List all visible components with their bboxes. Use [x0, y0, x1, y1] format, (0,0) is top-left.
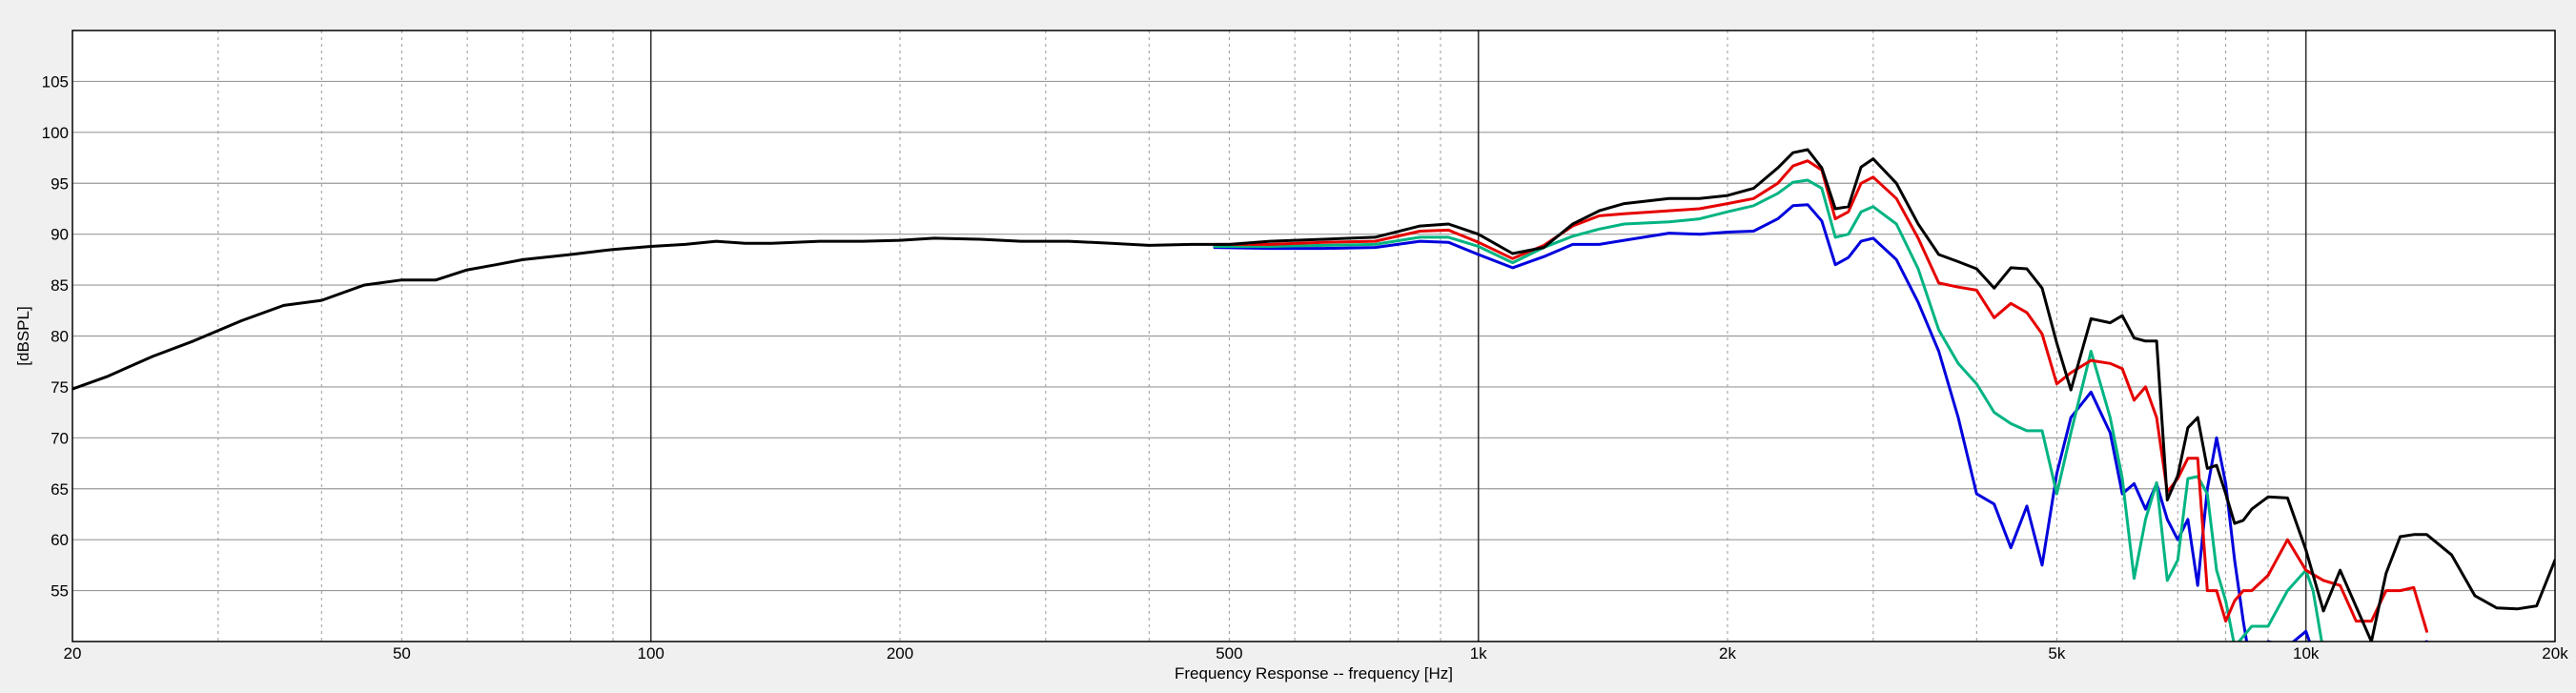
x-tick-label: 20k — [2542, 644, 2568, 662]
y-tick-label: 105 — [42, 72, 69, 91]
grid — [72, 31, 2555, 642]
series-line-0 — [1213, 203, 2429, 642]
x-tick-label: 50 — [393, 644, 411, 662]
y-tick-label: 95 — [51, 174, 69, 193]
x-tick-label: 200 — [887, 644, 913, 662]
plot-lines — [72, 148, 2555, 642]
series-line-2 — [1213, 159, 2428, 633]
y-tick-label: 100 — [42, 124, 69, 142]
x-tick-label: 500 — [1216, 644, 1242, 662]
x-tick-label: 10k — [2293, 644, 2320, 662]
x-tick-label: 2k — [1719, 644, 1736, 662]
y-tick-label: 75 — [51, 378, 69, 397]
x-tick-label: 5k — [2048, 644, 2065, 662]
y-tick-label: 70 — [51, 429, 69, 447]
y-tick-label: 85 — [51, 276, 69, 295]
x-tick-label: 20 — [64, 644, 82, 662]
plot-frame — [72, 30, 2556, 642]
y-tick-label: 60 — [51, 531, 69, 549]
y-tick-label: 55 — [51, 582, 69, 601]
x-axis-label: Frequency Response -- frequency [Hz] — [1175, 664, 1453, 683]
series-line-1 — [1213, 178, 2323, 642]
y-tick-label: 90 — [51, 226, 69, 244]
tick-labels: 20 50 100 200 500 1k 2k 5k 10k 20k 55 60 65 70 75 80 85 9… — [42, 72, 2569, 662]
series-line-3 — [72, 148, 2555, 642]
y-axis-label: [dBSPL] — [14, 306, 32, 365]
y-tick-label: 80 — [51, 328, 69, 346]
x-tick-label: 100 — [638, 644, 664, 662]
y-tick-label: 65 — [51, 480, 69, 499]
x-tick-label: 1k — [1470, 644, 1487, 662]
